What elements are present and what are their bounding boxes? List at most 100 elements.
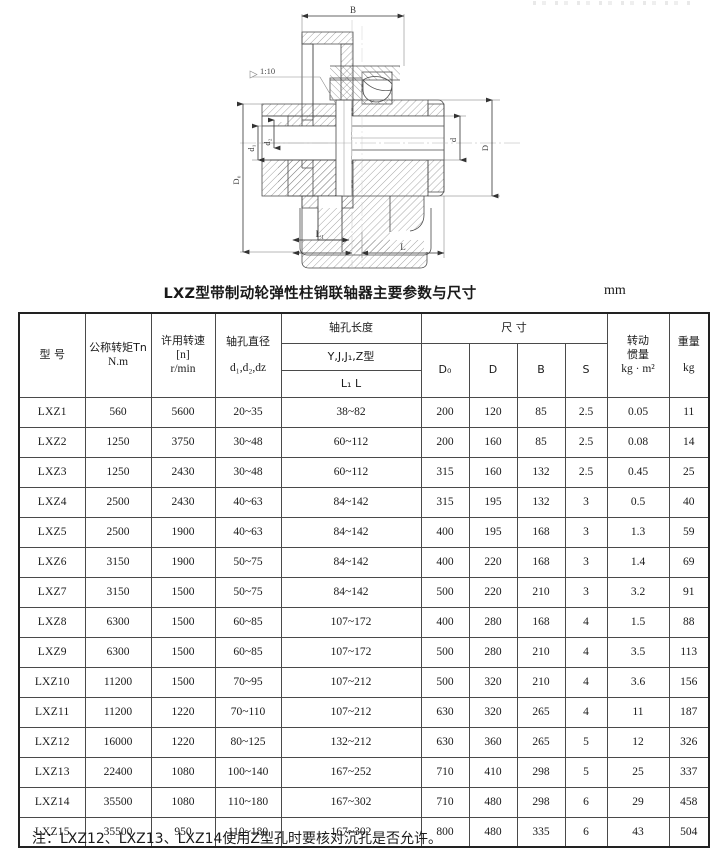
col-header-weight: 重量 kg: [668, 312, 710, 398]
cell-bore_dia: 70~110: [214, 696, 282, 728]
cell-weight: 40: [668, 486, 710, 518]
cell-torque: 11200: [84, 666, 152, 698]
cell-speed: 1500: [150, 606, 216, 638]
cell-bore_dia: 30~48: [214, 456, 282, 488]
cell-d: 195: [468, 516, 518, 548]
col-header-bore-types: Y,J,J₁,Z型: [280, 342, 422, 371]
spec-table-container: 型 号 公称转矩Tn N.m 许用转速 [n] r/min 轴孔直径 d₁,d₂…: [18, 312, 710, 848]
weight-label: 重量: [677, 335, 700, 349]
cell-b: 335: [516, 816, 566, 848]
table-row: LXZ4 2500 2430 40~63 84~142 315 195 132 3 0.5 40: [18, 486, 710, 518]
cell-speed: 1080: [150, 786, 216, 818]
cell-inertia: 3.5: [606, 636, 670, 668]
cell-d0: 500: [420, 636, 470, 668]
cell-inertia: 1.5: [606, 606, 670, 638]
cell-b: 298: [516, 786, 566, 818]
dim-label-D0: D₀: [231, 175, 241, 184]
bore-diameter-label: 轴孔直径: [226, 335, 270, 349]
cell-bore_dia: 70~95: [214, 666, 282, 698]
cell-inertia: 0.05: [606, 396, 670, 428]
dim-label-L: L: [400, 242, 406, 252]
cell-b: 210: [516, 666, 566, 698]
cell-weight: 11: [668, 396, 710, 428]
table-row: LXZ10 11200 1500 70~95 107~212 500 320 210 4 3.6 1…: [18, 666, 710, 698]
cell-bore_dia: 110~180: [214, 816, 282, 848]
cell-speed: 1080: [150, 756, 216, 788]
cell-inertia: 1.3: [606, 516, 670, 548]
cell-d: 160: [468, 456, 518, 488]
cell-s: 5: [564, 756, 608, 788]
cell-torque: 560: [84, 396, 152, 428]
cell-bore_len: 167~302: [280, 816, 422, 848]
nominal-torque-label: 公称转矩Tn: [89, 341, 147, 355]
cell-speed: 1500: [150, 666, 216, 698]
table-row: LXZ6 3150 1900 50~75 84~142 400 220 168 3 1.4 69: [18, 546, 710, 578]
cell-model: LXZ5: [18, 516, 86, 548]
cell-torque: 1250: [84, 456, 152, 488]
cell-speed: 1220: [150, 696, 216, 728]
cell-inertia: 3.6: [606, 666, 670, 698]
cell-inertia: 11: [606, 696, 670, 728]
cell-d: 320: [468, 666, 518, 698]
inertia-label-2: 惯量: [627, 348, 649, 362]
cell-s: 5: [564, 726, 608, 758]
cell-model: LXZ11: [18, 696, 86, 728]
cell-bore_len: 84~142: [280, 576, 422, 608]
cell-inertia: 0.45: [606, 456, 670, 488]
cell-b: 85: [516, 396, 566, 428]
cell-weight: 91: [668, 576, 710, 608]
cell-d0: 710: [420, 756, 470, 788]
table-row: LXZ7 3150 1500 50~75 84~142 500 220 210 3 3.2 91: [18, 576, 710, 608]
cell-d: 160: [468, 426, 518, 458]
cell-s: 3: [564, 546, 608, 578]
cell-d: 220: [468, 546, 518, 578]
cell-torque: 1250: [84, 426, 152, 458]
scan-artifact: [533, 1, 693, 5]
cell-d0: 500: [420, 666, 470, 698]
cell-weight: 156: [668, 666, 710, 698]
cell-s: 3: [564, 516, 608, 548]
col-header-S: S: [564, 342, 608, 398]
cell-s: 2.5: [564, 456, 608, 488]
cell-weight: 59: [668, 516, 710, 548]
unit-label: mm: [604, 283, 626, 298]
cell-inertia: 29: [606, 786, 670, 818]
cell-d0: 400: [420, 606, 470, 638]
cell-bore_len: 84~142: [280, 546, 422, 578]
cell-b: 168: [516, 606, 566, 638]
table-row: LXZ9 6300 1500 60~85 107~172 500 280 210 4 3.5 113: [18, 636, 710, 668]
cell-b: 265: [516, 696, 566, 728]
cell-model: LXZ9: [18, 636, 86, 668]
cell-bore_dia: 50~75: [214, 546, 282, 578]
title-row: LXZ型带制动轮弹性柱销联轴器主要参数与尺寸 mm: [0, 282, 725, 308]
cell-speed: 2430: [150, 456, 216, 488]
table-row: LXZ12 16000 1220 80~125 132~212 630 360 265 5 12 3…: [18, 726, 710, 758]
cell-model: LXZ6: [18, 546, 86, 578]
cell-torque: 22400: [84, 756, 152, 788]
cell-torque: 2500: [84, 486, 152, 518]
coupling-diagram: B D d D₀ d₁ d₂ L₁: [0, 0, 725, 272]
table-row: LXZ14 35500 1080 110~180 167~302 710 480 298 6 29…: [18, 786, 710, 818]
cell-inertia: 3.2: [606, 576, 670, 608]
cell-bore_dia: 80~125: [214, 726, 282, 758]
cell-torque: 35500: [84, 816, 152, 848]
cell-speed: 2430: [150, 486, 216, 518]
allow-speed-bracket: [n]: [176, 348, 190, 361]
cell-torque: 6300: [84, 636, 152, 668]
cell-bore_len: 84~142: [280, 486, 422, 518]
cell-d: 280: [468, 606, 518, 638]
cell-s: 6: [564, 786, 608, 818]
cell-bore_dia: 50~75: [214, 576, 282, 608]
table-row: LXZ11 11200 1220 70~110 107~212 630 320 265 4 11 1…: [18, 696, 710, 728]
cell-d0: 400: [420, 546, 470, 578]
taper-label: 1:10: [260, 66, 275, 76]
cell-b: 132: [516, 486, 566, 518]
cell-b: 85: [516, 426, 566, 458]
cell-model: LXZ4: [18, 486, 86, 518]
col-header-D: D: [468, 342, 518, 398]
col-header-bore-length: 轴孔长度: [280, 312, 422, 344]
cell-d: 360: [468, 726, 518, 758]
inertia-label-1: 转动: [627, 334, 649, 348]
cell-inertia: 1.4: [606, 546, 670, 578]
cell-d: 320: [468, 696, 518, 728]
